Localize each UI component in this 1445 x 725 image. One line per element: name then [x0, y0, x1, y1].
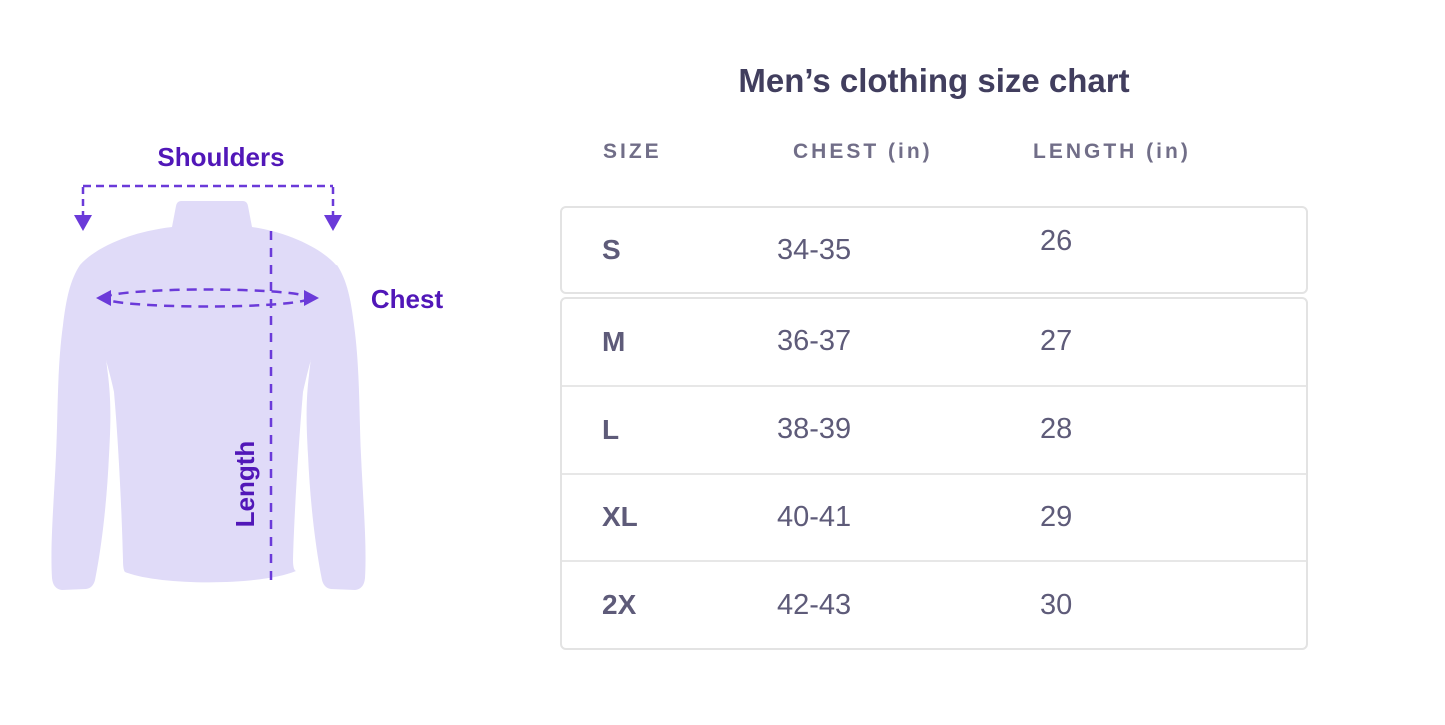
table-header-row: SIZE CHEST (in) LENGTH (in): [560, 139, 1308, 165]
size-cell: L: [602, 413, 620, 445]
table-row: 2X 42-43 30: [562, 560, 1306, 648]
arrow-down-icon: [324, 215, 342, 231]
size-cell: M: [602, 325, 626, 357]
page-title: Men’s clothing size chart: [738, 62, 1130, 99]
shirt-diagram: Shoulders Chest Length: [0, 0, 500, 725]
length-label: Length: [230, 441, 260, 528]
chest-label: Chest: [371, 284, 444, 314]
length-cell: 26: [1040, 224, 1073, 257]
column-header-length: LENGTH (in): [1033, 140, 1191, 163]
length-cell: 28: [1040, 413, 1073, 446]
length-cell: 27: [1040, 325, 1073, 358]
chest-cell: 38-39: [777, 413, 852, 446]
table-row: S 34-35 26: [562, 208, 1306, 292]
shoulders-measure-arrow: [81, 184, 335, 215]
column-header-size: SIZE: [603, 140, 662, 163]
shirt-right-sleeve: [306, 265, 366, 590]
size-cell: 2X: [602, 589, 637, 621]
arrow-left-icon: [96, 290, 111, 306]
shirt-measurement-diagram: Shoulders Chest Length: [51, 142, 444, 590]
arrow-down-icon: [74, 215, 92, 231]
table-box-bottom: M 36-37 27 L 38-39 28 XL 40-41 29 2X 42-…: [560, 297, 1308, 650]
chest-cell: 36-37: [777, 325, 852, 358]
column-header-chest: CHEST (in): [793, 140, 933, 163]
length-cell: 30: [1040, 588, 1073, 621]
chest-cell: 40-41: [777, 500, 852, 533]
size-chart-panel: Men’s clothing size chart SIZE CHEST (in…: [560, 0, 1308, 725]
shoulders-label: Shoulders: [157, 142, 284, 172]
size-cell: XL: [602, 501, 638, 533]
chest-cell: 42-43: [777, 588, 852, 621]
table-row: L 38-39 28: [562, 384, 1306, 473]
table-box-top: S 34-35 26: [560, 206, 1308, 294]
size-cell: S: [602, 234, 621, 265]
arrow-right-icon: [304, 290, 319, 306]
shirt-back-illustration: [80, 201, 336, 583]
table-row: M 36-37 27: [562, 299, 1306, 385]
table-row: XL 40-41 29: [562, 472, 1306, 561]
chest-cell: 34-35: [777, 233, 852, 266]
shirt-left-sleeve: [51, 265, 111, 590]
length-cell: 29: [1040, 500, 1073, 533]
